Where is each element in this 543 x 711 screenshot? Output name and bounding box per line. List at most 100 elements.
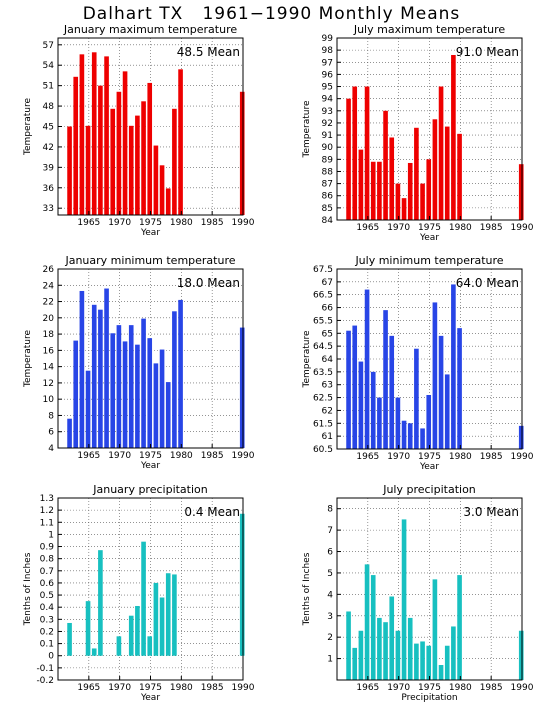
- chart-panel: 1965 1970 1975 1980 1985 1990 84 85 86 87 88 89 90 91…: [302, 23, 534, 243]
- y-tick-label: 97: [322, 58, 333, 68]
- y-tick-label: 87: [322, 180, 333, 190]
- x-tick-label: 1970: [387, 683, 410, 693]
- bar: [153, 582, 159, 656]
- chart-panel: 1965 1970 1975 1980 1985 1990 1 2 3 4 5 6 7 8 July pre…: [302, 483, 534, 703]
- y-tick-label: 66: [322, 304, 334, 314]
- bar: [79, 54, 85, 215]
- bar: [178, 69, 183, 215]
- x-axis-label: Year: [140, 228, 160, 238]
- y-tick-label: 39: [43, 163, 55, 173]
- x-axis-label: Year: [419, 233, 439, 243]
- x-tick-label: 1965: [356, 452, 379, 462]
- bar: [147, 636, 153, 656]
- x-tick-label: 1970: [108, 683, 131, 693]
- y-tick-label: 1: [48, 530, 54, 540]
- x-tick-label: 1975: [139, 451, 162, 461]
- x-tick-label: 1990: [232, 451, 255, 461]
- bar: [407, 423, 413, 449]
- bar: [147, 338, 153, 448]
- bar: [153, 363, 159, 448]
- y-tick-label: 0.3: [40, 615, 54, 625]
- bar: [98, 550, 103, 656]
- bar: [444, 645, 450, 680]
- bar: [159, 165, 165, 215]
- bar: [438, 665, 444, 680]
- x-tick-label: 1990: [511, 452, 534, 462]
- y-tick-label: 3: [327, 612, 333, 622]
- bar: [451, 626, 456, 680]
- y-tick-label: 64: [322, 355, 334, 365]
- bar: [395, 630, 401, 680]
- mean-label: 91.0 Mean: [456, 45, 519, 59]
- x-tick-label: 1990: [232, 683, 255, 693]
- y-tick-label: 4: [327, 590, 333, 600]
- y-tick-label: 93: [322, 107, 333, 117]
- x-tick-label: 1990: [232, 218, 255, 228]
- bar: [346, 611, 351, 680]
- y-tick-label: 12: [43, 379, 54, 389]
- chart-title: January minimum temperature: [64, 254, 235, 267]
- y-tick-label: 33: [43, 204, 54, 214]
- y-tick-label: 64.5: [313, 342, 333, 352]
- y-tick-label: 0.1: [40, 640, 54, 650]
- bar: [370, 575, 376, 680]
- bar: [172, 108, 177, 215]
- y-tick-label: 5: [327, 569, 333, 579]
- y-tick-label: 63.5: [313, 368, 333, 378]
- y-axis-label: Temperature: [302, 330, 312, 388]
- y-axis-label: Temperature: [23, 330, 33, 388]
- x-tick-label: 1975: [418, 223, 441, 233]
- bar: [383, 310, 388, 449]
- bar: [395, 183, 401, 220]
- bar: [377, 617, 382, 680]
- chart-panel: 1965 1970 1975 1980 1985 1990 60.5 61 61.5 62 62.5…: [302, 254, 534, 472]
- y-tick-label: 1: [327, 655, 333, 665]
- bar: [159, 597, 165, 656]
- y-tick-label: 16: [43, 346, 55, 356]
- y-tick-label: 61: [322, 432, 333, 442]
- bar: [401, 198, 407, 220]
- x-tick-label: 1980: [449, 683, 472, 693]
- y-tick-label: 8: [327, 505, 333, 515]
- bar: [116, 636, 122, 656]
- y-tick-label: 0.9: [40, 543, 55, 553]
- bar: [414, 348, 419, 449]
- bar: [104, 56, 109, 215]
- y-tick-label: 22: [43, 298, 54, 308]
- x-tick-label: 1965: [356, 223, 379, 233]
- bar: [364, 86, 370, 221]
- x-tick-label: 1980: [170, 683, 193, 693]
- x-axis-label: Year: [140, 693, 160, 703]
- bar: [153, 145, 159, 215]
- x-axis-label: Year: [419, 462, 439, 472]
- bar: [389, 596, 395, 680]
- y-tick-label: 1.3: [40, 494, 54, 504]
- chart-title: January precipitation: [92, 483, 208, 496]
- bar: [67, 126, 72, 215]
- y-tick-label: 45: [43, 123, 54, 133]
- bar: [85, 601, 91, 656]
- bar: [401, 519, 407, 680]
- y-tick-label: 61.5: [313, 419, 333, 429]
- mean-label: 48.5 Mean: [177, 45, 240, 59]
- bar: [178, 299, 183, 448]
- x-tick-label: 1970: [108, 451, 131, 461]
- y-tick-label: 8: [48, 411, 54, 421]
- bar: [364, 289, 370, 449]
- y-tick-label: 0.7: [40, 567, 54, 577]
- bar: [377, 161, 382, 220]
- x-axis-label: Year: [140, 461, 160, 471]
- bar: [165, 382, 171, 448]
- y-tick-label: 6: [48, 428, 54, 438]
- x-tick-label: 1965: [77, 683, 100, 693]
- x-tick-label: 1970: [108, 218, 131, 228]
- bar: [239, 327, 245, 448]
- x-tick-label: 1965: [77, 451, 100, 461]
- y-tick-label: 1.2: [40, 506, 54, 516]
- bar: [141, 318, 146, 448]
- y-tick-label: 63: [322, 381, 333, 391]
- bar: [352, 86, 358, 221]
- x-tick-label: 1980: [170, 451, 193, 461]
- bar: [67, 622, 72, 656]
- y-tick-label: 89: [322, 155, 334, 165]
